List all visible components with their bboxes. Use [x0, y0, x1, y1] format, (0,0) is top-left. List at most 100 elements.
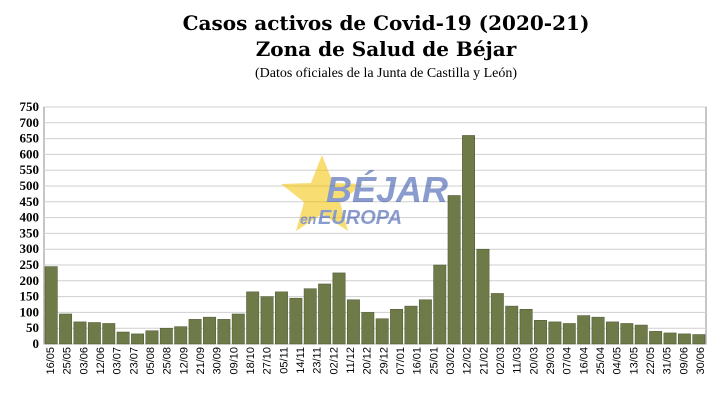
bar: [562, 323, 576, 345]
bar: [145, 330, 159, 345]
chart-title: Casos activos de Covid-19 (2020-21): [183, 11, 590, 35]
x-tick-label: 18/10: [245, 347, 257, 375]
bar: [246, 291, 260, 345]
bar: [620, 323, 634, 345]
y-tick-label: 650: [20, 131, 40, 146]
bar: [303, 288, 317, 345]
y-tick-label: 750: [20, 99, 40, 114]
x-tick-label: 23/07: [128, 347, 140, 375]
bar: [649, 331, 663, 345]
bar: [390, 308, 404, 345]
bar: [102, 323, 116, 345]
y-tick-label: 100: [20, 304, 40, 319]
x-tick-label: 07/04: [562, 347, 574, 375]
bar: [361, 312, 375, 345]
chart-subtitle: Zona de Salud de Béjar: [256, 37, 517, 61]
x-tick-label: 21/09: [195, 347, 207, 375]
bar: [476, 248, 490, 345]
x-tick-label: 05/11: [278, 347, 290, 374]
bar: [87, 322, 101, 345]
star-icon: [281, 155, 363, 231]
bar: [692, 334, 706, 345]
watermark-text-europa: EUROPA: [318, 207, 402, 229]
bar: [577, 315, 591, 345]
watermark-logo: BÉJAR en EUROPA: [281, 155, 448, 231]
bar: [73, 321, 87, 345]
bar: [275, 291, 288, 345]
bar: [289, 297, 303, 345]
bar: [519, 308, 533, 345]
x-tick-label: 12/09: [178, 347, 190, 375]
y-tick-label: 550: [20, 162, 40, 177]
x-tick-label: 16/01: [412, 347, 424, 375]
x-axis-ticks: 16/05 25/05 03/06 12/06 03/07 23/07 05/08 25/08…: [45, 347, 707, 375]
plot-area: [43, 106, 707, 345]
x-tick-label: 27/10: [262, 347, 274, 375]
x-tick-label: 05/08: [145, 347, 157, 375]
x-tick-label: 09/06: [678, 347, 690, 375]
x-tick-label: 03/02: [445, 347, 457, 375]
watermark-text-en: en: [300, 211, 316, 227]
x-tick-label: 09/10: [228, 347, 240, 375]
bar: [346, 299, 360, 345]
bar: [174, 326, 188, 345]
bar: [548, 321, 562, 345]
x-tick-label: 20/03: [528, 347, 540, 375]
x-tick-label: 12/02: [462, 347, 474, 375]
bar: [188, 319, 202, 345]
x-tick-label: 11/12: [345, 347, 357, 374]
x-tick-label: 31/05: [662, 347, 674, 375]
bar: [59, 313, 73, 345]
bar: [332, 272, 346, 345]
y-tick-label: 350: [20, 225, 40, 240]
x-tick-label: 25/04: [595, 347, 607, 375]
bar: [375, 318, 389, 345]
bar: [159, 327, 173, 345]
bar: [677, 333, 691, 345]
y-tick-label: 700: [20, 115, 40, 130]
x-tick-label: 12/06: [95, 347, 107, 375]
x-tick-label: 25/08: [162, 347, 174, 375]
x-tick-label: 03/06: [78, 347, 90, 375]
bar: [663, 332, 677, 345]
x-tick-label: 16/04: [578, 347, 590, 375]
y-tick-label: 450: [20, 194, 40, 209]
bar: [634, 324, 648, 345]
x-tick-label: 29/12: [378, 347, 390, 375]
y-tick-label: 250: [20, 257, 40, 272]
y-tick-label: 600: [20, 146, 40, 161]
chart-source-note: (Datos oficiales de la Junta de Castilla…: [255, 66, 517, 81]
bar: [462, 135, 475, 345]
x-tick-label: 02/03: [495, 347, 507, 375]
bar: [131, 333, 144, 345]
x-tick-label: 13/05: [628, 347, 640, 375]
x-tick-label: 30/06: [695, 347, 707, 375]
bar: [490, 293, 504, 345]
x-tick-label: 03/07: [112, 347, 124, 375]
bar: [116, 331, 130, 345]
y-tick-label: 500: [20, 178, 40, 193]
bar: [418, 299, 432, 345]
x-tick-label: 29/03: [545, 347, 557, 375]
y-tick-label: 300: [20, 241, 40, 256]
y-axis-ticks: 0501001502002503003504004505005506006507…: [20, 99, 40, 351]
x-tick-label: 11/03: [512, 347, 524, 374]
bar: [203, 316, 216, 345]
x-tick-label: 21/02: [478, 347, 490, 375]
bar: [217, 319, 231, 345]
x-tick-label: 22/05: [645, 347, 657, 375]
x-tick-label: 04/05: [612, 347, 624, 375]
x-tick-label: 16/05: [45, 347, 57, 375]
x-tick-label: 20/12: [362, 347, 374, 375]
y-tick-label: 50: [26, 320, 39, 335]
y-tick-label: 150: [20, 289, 40, 304]
watermark-text-bejar: BÉJAR: [326, 169, 448, 210]
bar: [534, 320, 547, 345]
bar: [231, 313, 245, 345]
bar: [260, 296, 274, 345]
bar: [591, 316, 605, 345]
x-tick-label: 07/01: [395, 347, 407, 375]
y-tick-label: 200: [20, 273, 40, 288]
x-tick-label: 23/11: [312, 347, 324, 374]
